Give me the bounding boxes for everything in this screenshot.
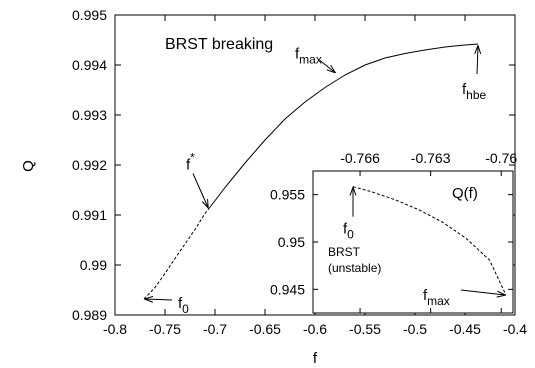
main-x-tick-label: -0.7 — [203, 321, 227, 337]
inset-axis-ticks: -0.766 -0.763 -0.76 0.945 0.95 0.955 — [270, 150, 517, 313]
fstar-label: f* — [186, 151, 195, 174]
main-x-tick-label: -0.55 — [349, 321, 381, 337]
fhbe-label: fhbe — [462, 81, 487, 102]
inset-fmax-label: fmax — [423, 287, 450, 308]
main-y-tick-label: 0.992 — [72, 157, 107, 173]
inset-x-tick-label: -0.763 — [411, 150, 451, 166]
inset-y-tick-label: 0.955 — [270, 187, 305, 203]
inset-y-tick-label: 0.95 — [278, 234, 305, 250]
main-series-1-solid — [208, 43, 479, 209]
fstar-arrow — [192, 173, 208, 208]
main-y-tick-label: 0.993 — [72, 107, 107, 123]
inset-fmax-arrow — [460, 289, 505, 295]
f0-arrow — [145, 299, 173, 300]
main-x-tick-label: -0.65 — [249, 321, 281, 337]
inset-background — [313, 171, 513, 313]
inset-f0-label: f0 — [343, 221, 354, 242]
inset-title: Q(f) — [452, 185, 478, 202]
main-x-tick-label: -0.6 — [303, 321, 327, 337]
inset-x-tick-label: -0.76 — [485, 150, 517, 166]
main-y-tick-label: 0.991 — [72, 207, 107, 223]
inset-series-0-dashed — [352, 186, 507, 296]
f0-label: f0 — [178, 295, 189, 316]
main-y-tick-label: 0.989 — [72, 307, 107, 323]
main-axis-ticks: -0.8 -0.75 -0.7 -0.65 -0.6 -0.55 -0.5 -0.45 -0.4… — [72, 7, 527, 337]
main-chart-title: BRST breaking — [165, 36, 273, 53]
x-axis-label: f — [313, 350, 318, 367]
y-axis-label: Q — [20, 160, 37, 172]
inset-inner-label-line1: BRST — [328, 245, 361, 259]
main-chart: -0.8 -0.75 -0.7 -0.65 -0.6 -0.55 -0.5 -0.45 -0.4… — [20, 7, 527, 367]
main-x-tick-label: -0.5 — [403, 321, 427, 337]
main-y-tick-label: 0.995 — [72, 7, 107, 23]
main-x-tick-label: -0.8 — [103, 321, 127, 337]
fmax-arrow — [319, 60, 335, 73]
inset-annotations: f0 fmax — [343, 188, 505, 308]
main-annotations: f0 f* fmax fhbe — [145, 46, 487, 316]
inset-inner-label-line2: (unstable) — [328, 261, 381, 275]
inset-series — [352, 186, 507, 296]
main-x-tick-label: -0.75 — [149, 321, 181, 337]
main-y-tick-label: 0.994 — [72, 57, 107, 73]
fhbe-arrow — [477, 46, 478, 75]
inset-chart: -0.766 -0.763 -0.76 0.945 0.95 0.955 f0 fmax Q… — [270, 150, 517, 314]
fmax-label: fmax — [295, 46, 322, 67]
main-y-tick-label: 0.99 — [80, 257, 107, 273]
inset-y-tick-label: 0.945 — [270, 281, 305, 297]
inset-x-tick-label: -0.766 — [340, 150, 380, 166]
main-x-tick-label: -0.4 — [503, 321, 527, 337]
main-series-0-dashed — [143, 208, 210, 300]
main-series — [143, 43, 479, 300]
main-x-tick-label: -0.45 — [449, 321, 481, 337]
